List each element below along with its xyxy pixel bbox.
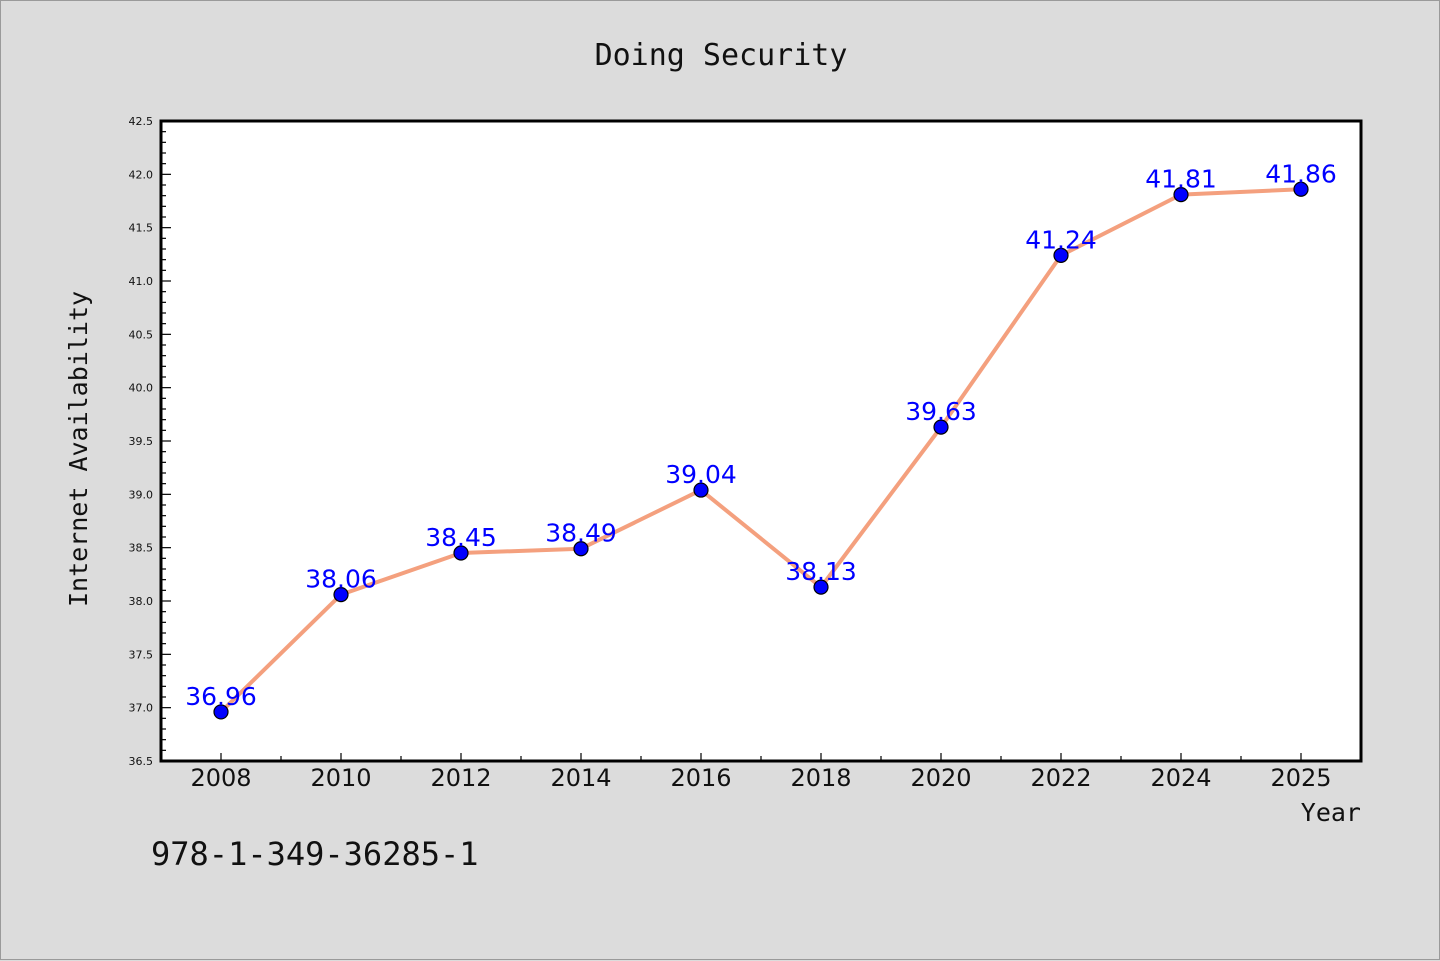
y-tick-label: 37.0 (129, 702, 154, 715)
series-line (219, 187, 1303, 714)
y-tick-label: 38.5 (129, 542, 154, 555)
x-tick-label: 2008 (190, 764, 251, 792)
x-axis: 2008 2010 2012 2014 2016 2018 2020 2022 2024 2025 (190, 753, 1332, 792)
x-tick-label: 2016 (670, 764, 731, 792)
data-label: 38.45 (425, 523, 497, 552)
data-label: 38.13 (785, 557, 857, 586)
x-tick-label: 2012 (430, 764, 491, 792)
data-label: 39.04 (665, 460, 737, 489)
y-tick-label: 39.5 (129, 435, 154, 448)
y-tick-label: 41.5 (129, 222, 154, 235)
x-axis-label: Year (1301, 798, 1361, 827)
y-tick-label: 39.0 (129, 488, 154, 501)
y-tick-label: 41.0 (129, 275, 154, 288)
y-tick-label: 36.5 (129, 755, 154, 768)
plot-area (159, 119, 1363, 763)
data-label: 41.24 (1025, 225, 1097, 254)
y-axis-label: Internet Availability (64, 291, 93, 607)
data-point (573, 541, 589, 557)
series-line-group (219, 187, 1303, 714)
x-tick-label: 2024 (1150, 764, 1211, 792)
x-tick-label: 2014 (550, 764, 611, 792)
y-tick-label: 40.5 (129, 328, 154, 341)
chart-title: Doing Security (595, 38, 848, 73)
x-tick-label: 2020 (910, 764, 971, 792)
data-point (453, 545, 469, 561)
x-tick-label: 2018 (790, 764, 851, 792)
y-tick-label: 42.0 (129, 168, 154, 181)
data-point (813, 579, 829, 595)
data-label: 38.49 (545, 519, 617, 548)
y-tick-label: 37.5 (129, 648, 154, 661)
x-tick-label: 2025 (1270, 764, 1331, 792)
series-markers (213, 181, 1309, 720)
data-label: 41.86 (1265, 159, 1337, 188)
data-point (933, 419, 949, 435)
data-label: 39.63 (905, 397, 977, 426)
y-tick-label: 38.0 (129, 595, 154, 608)
data-point (1173, 187, 1189, 203)
data-point (1293, 181, 1309, 197)
data-label: 41.81 (1145, 165, 1217, 194)
data-point (333, 586, 349, 603)
data-point (213, 704, 229, 720)
data-label: 38.06 (305, 565, 377, 594)
footer-isbn: 978-1-349-36285-1 (151, 835, 479, 873)
x-tick-label: 2022 (1030, 764, 1091, 792)
data-point (1053, 247, 1069, 263)
y-tick-label: 40.0 (129, 382, 154, 395)
data-label: 36.96 (185, 682, 257, 711)
y-tick-label: 42.5 (129, 115, 154, 128)
data-labels: 36.96 38.06 38.45 38.49 39.04 38.13 39.63 41.24… (185, 159, 1337, 711)
y-axis: 36.5 37.0 37.5 38.0 38.5 39.0 39.5 40.0 40.5 41.0… (129, 115, 171, 768)
x-tick-label: 2010 (310, 764, 371, 792)
data-point (693, 482, 709, 498)
